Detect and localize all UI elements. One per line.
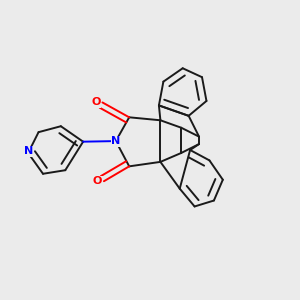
Text: O: O	[91, 98, 101, 107]
Text: N: N	[111, 136, 120, 146]
Text: N: N	[23, 146, 33, 157]
Text: O: O	[93, 176, 102, 186]
